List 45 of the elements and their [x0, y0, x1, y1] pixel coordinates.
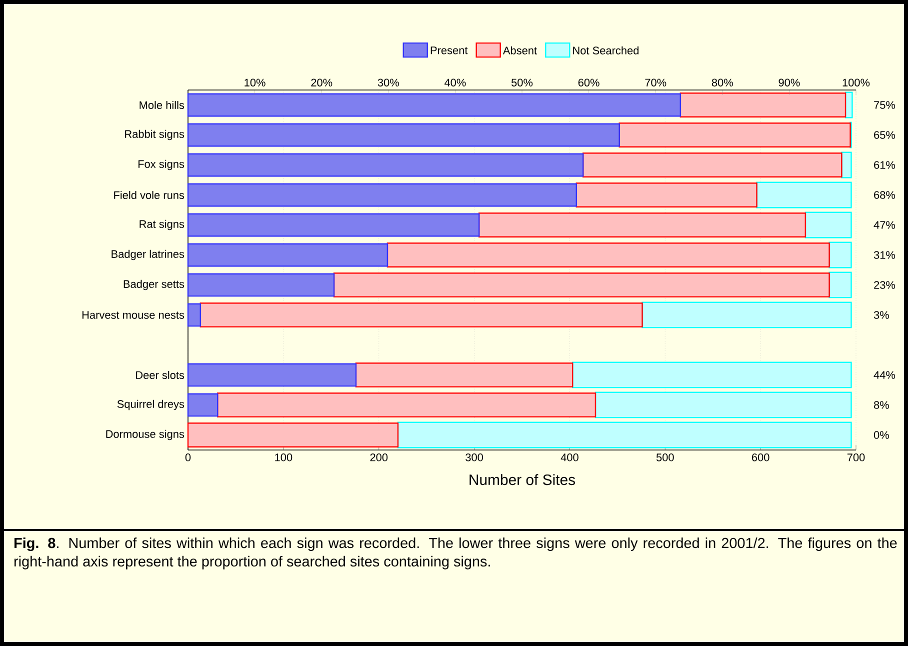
x-tick-label: 600 — [752, 454, 770, 462]
text: 68% — [874, 191, 896, 199]
y-tick-label: Squirrel dreys — [117, 400, 184, 410]
x2-tick-label: 30% — [378, 78, 399, 86]
text: 61% — [874, 161, 896, 169]
text: 65% — [874, 131, 896, 139]
legend-label: Present — [430, 46, 468, 54]
x2-tick-label: 10% — [244, 78, 266, 86]
text: 3% — [874, 311, 889, 319]
x-tick-label: 700 — [847, 454, 865, 462]
x2-tick-label: 80% — [712, 78, 733, 86]
x2-tick-label: 70% — [645, 78, 666, 86]
y-tick-label: Mole hills — [140, 100, 184, 110]
x-tick-label: 200 — [370, 454, 388, 462]
y-tick-label: Badger latrines — [112, 250, 184, 260]
x2-tick-label: 50% — [511, 78, 533, 86]
y-tick-label: Dormouse signs — [106, 430, 184, 440]
legend-label: Not Searched — [573, 46, 639, 54]
x-tick-label: 0 — [185, 454, 191, 462]
x2-tick-label: 20% — [311, 78, 332, 86]
text: 23% — [874, 281, 896, 289]
x2-tick-label: 60% — [578, 78, 600, 86]
y-tick-label: Badger setts — [124, 280, 184, 290]
text: 44% — [874, 371, 896, 379]
text: 8% — [874, 401, 889, 409]
x-tick-label: 100 — [275, 454, 292, 462]
text: 47% — [874, 221, 896, 229]
y-tick-label: Deer slots — [136, 370, 184, 380]
x-axis-title: Number of Sites — [470, 474, 576, 486]
x-tick-label: 300 — [466, 454, 483, 462]
x2-tick-label: 40% — [444, 78, 466, 86]
x2-tick-label: 90% — [778, 78, 800, 86]
text: Fig. 8. Number of sites within which each sign was recorded. The lower three signs were only recorded in 2001/2. The figures on the right-hand axis represent the proportion of searched sites containing signs. — [14, 538, 897, 570]
x2-tick-label: 100% — [842, 78, 870, 86]
x-tick-label: 400 — [560, 454, 578, 462]
legend-label: Absent — [502, 46, 537, 54]
y-tick-label: Fox signs — [138, 160, 184, 170]
y-tick-label: Rabbit signs — [125, 130, 184, 140]
text: 0% — [874, 431, 889, 439]
y-tick-label: Rat signs — [140, 220, 184, 230]
y-tick-label: Field vole runs — [114, 190, 184, 200]
text: 75% — [874, 101, 896, 109]
y-tick-label: Harvest mouse nests — [82, 311, 184, 319]
text: 31% — [874, 251, 896, 259]
x-tick-label: 500 — [656, 454, 674, 462]
